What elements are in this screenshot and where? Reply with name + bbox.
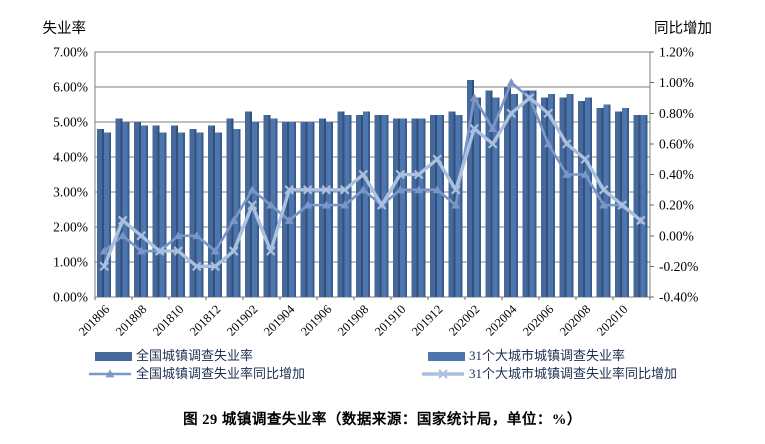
- svg-text:-0.40%: -0.40%: [659, 290, 698, 305]
- svg-text:5.00%: 5.00%: [53, 115, 88, 130]
- svg-text:201902: 201902: [224, 302, 260, 338]
- svg-text:202002: 202002: [446, 302, 482, 338]
- legend-item-national-yoy: 全国城镇调查失业率同比增加: [88, 367, 305, 381]
- legend-item-national-rate: 全国城镇调查失业率: [95, 349, 253, 363]
- svg-text:202010: 202010: [594, 302, 630, 338]
- legend-label: 31个大城市城镇调查失业率: [469, 348, 626, 363]
- svg-text:-0.20%: -0.20%: [659, 259, 698, 274]
- svg-text:201806: 201806: [76, 302, 112, 338]
- svg-text:0.20%: 0.20%: [659, 198, 694, 213]
- svg-text:201808: 201808: [113, 302, 149, 338]
- national-yoy-line-swatch: [89, 369, 131, 378]
- svg-text:0.40%: 0.40%: [659, 167, 694, 182]
- city31-rate-bar-swatch: [428, 351, 465, 361]
- legend-label: 全国城镇调查失业率: [136, 348, 254, 363]
- svg-text:201912: 201912: [409, 302, 445, 338]
- svg-text:201910: 201910: [372, 302, 408, 338]
- left-axis-ticks: 0.00% 1.00% 2.00% 3.00% 4.00% 5.00% 6.00% 7.00%: [53, 45, 88, 305]
- svg-text:7.00%: 7.00%: [53, 45, 88, 60]
- svg-text:0.00%: 0.00%: [53, 290, 88, 305]
- legend-label: 全国城镇调查失业率同比增加: [136, 366, 306, 381]
- svg-text:201904: 201904: [261, 302, 298, 339]
- x-axis-labels: 201806 201808 201810 201812 201902 201904 2019…: [76, 302, 630, 339]
- svg-text:0.80%: 0.80%: [659, 106, 694, 121]
- svg-text:3.00%: 3.00%: [53, 185, 88, 200]
- svg-text:失业率: 失业率: [43, 20, 87, 37]
- svg-text:202004: 202004: [483, 302, 520, 339]
- right-axis-ticks: -0.40% -0.20% 0.00% 0.20% 0.40% 0.60% 0.80% 1.0…: [650, 45, 698, 305]
- svg-text:202008: 202008: [557, 302, 593, 338]
- svg-text:202006: 202006: [520, 302, 556, 338]
- svg-text:1.00%: 1.00%: [53, 255, 88, 270]
- axis-titles: 失业率 同比增加: [43, 20, 713, 37]
- unemployment-chart: 失业率 同比增加 0.00% 1.00% 2.00% 3.00% 4.00% 5.00% 6.0…: [43, 20, 713, 339]
- svg-text:201906: 201906: [298, 302, 334, 338]
- line-31city-yoy: [99, 93, 646, 272]
- svg-text:同比增加: 同比增加: [654, 20, 712, 37]
- legend-label: 31个大城市城镇调查失业率同比增加: [469, 366, 678, 381]
- x-axis-ticks: [94, 297, 651, 300]
- svg-text:1.20%: 1.20%: [659, 45, 694, 60]
- legend-item-31city-rate: 31个大城市城镇调查失业率: [428, 349, 625, 363]
- svg-text:1.00%: 1.00%: [659, 75, 694, 90]
- city31-yoy-line-swatch: [422, 369, 464, 379]
- svg-text:201812: 201812: [187, 302, 223, 338]
- svg-text:201908: 201908: [335, 302, 371, 338]
- svg-text:4.00%: 4.00%: [53, 150, 88, 165]
- legend-item-31city-yoy: 31个大城市城镇调查失业率同比增加: [421, 367, 677, 381]
- svg-text:201810: 201810: [150, 302, 186, 338]
- svg-text:0.60%: 0.60%: [659, 136, 694, 151]
- svg-text:6.00%: 6.00%: [53, 80, 88, 95]
- national-rate-bar-swatch: [95, 351, 132, 361]
- svg-text:2.00%: 2.00%: [53, 220, 88, 235]
- figure-caption: 图 29 城镇调查失业率（数据来源：国家统计局，单位：%）: [183, 412, 582, 428]
- svg-text:0.00%: 0.00%: [659, 228, 694, 243]
